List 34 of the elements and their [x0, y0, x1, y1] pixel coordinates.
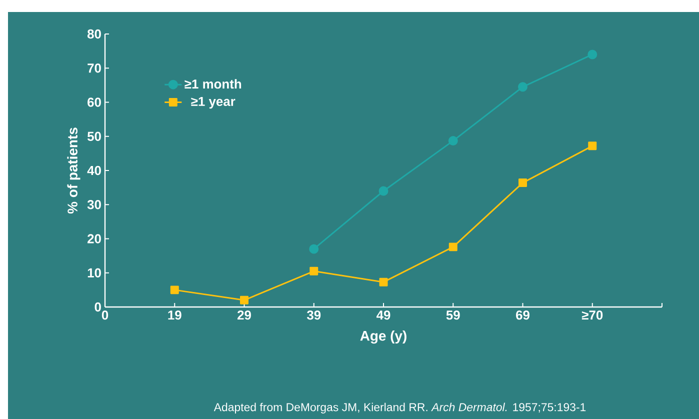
y-tick-label: 10 [88, 268, 101, 278]
x-tick-label: 29 [238, 310, 251, 320]
y-tick-label: 60 [88, 98, 101, 107]
point [170, 286, 179, 294]
y-tick-label: 0 [94, 302, 101, 312]
x-tick-label: 19 [168, 310, 182, 320]
x-tick-label: 49 [376, 310, 390, 320]
legend-label: ≥1 year [191, 97, 236, 109]
y-tick-label: 30 [87, 200, 101, 210]
point [448, 242, 458, 252]
point [309, 244, 319, 254]
point [310, 266, 318, 276]
point [518, 82, 528, 92]
point [588, 50, 598, 60]
point [448, 136, 458, 146]
point [588, 142, 597, 150]
y-tick-label: 70 [88, 64, 101, 73]
x-tick-label: ≥70 [582, 310, 603, 320]
text: Adapted from DeMorgas JM, Kierland RR. Arch Dermatol. 1957;75:193-1 [214, 402, 586, 414]
y-axis-title: % of patients [67, 128, 80, 214]
y-tick-label: 50 [87, 132, 101, 141]
point [518, 178, 527, 188]
point [379, 278, 388, 286]
point [378, 186, 388, 196]
x-tick-label: 59 [446, 310, 460, 320]
x-axis-title: Age (y) [360, 330, 406, 344]
y-tick-label: 40 [87, 166, 101, 176]
y-tick-label: 80 [87, 29, 101, 39]
legend-label: ≥1 month [184, 79, 242, 89]
x-tick-label: 0 [102, 310, 108, 320]
x-tick-label: 69 [516, 310, 530, 320]
x-tick-label: 39 [306, 310, 321, 320]
y-tick-label: 20 [88, 234, 101, 244]
point [240, 296, 248, 304]
